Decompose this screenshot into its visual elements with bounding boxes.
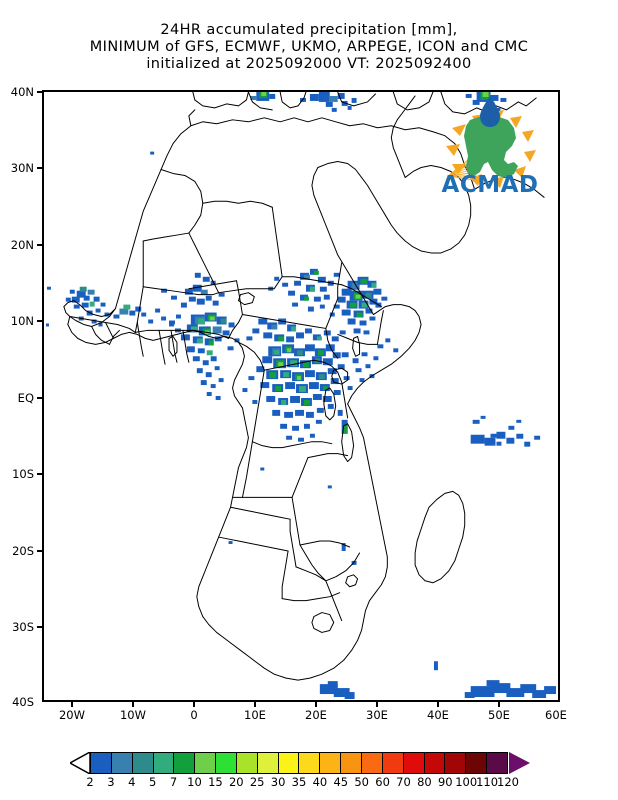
y-tick-label: 20S: [12, 544, 34, 558]
x-tick-label: 0: [190, 708, 198, 722]
colorbar-cell: [153, 753, 175, 773]
colorbar-tick-label: 4: [128, 775, 136, 789]
colorbar-tick-label: 50: [354, 775, 370, 789]
x-tick-label: 50E: [488, 708, 510, 722]
colorbar-tick-label: 100: [455, 775, 478, 789]
y-tick-label: 40N: [10, 85, 34, 99]
title-line-2: MINIMUM of GFS, ECMWF, UKMO, ARPEGE, ICO…: [89, 39, 529, 55]
y-tick-label: 10S: [12, 467, 34, 481]
colorbar-tick-label: 20: [228, 775, 244, 789]
colorbar-cell: [299, 753, 321, 773]
colorbar-tick-label: 35: [291, 775, 307, 789]
colorbar-cell: [341, 753, 362, 773]
precipitation-shading: [45, 92, 557, 700]
title-line-3: initialized at 2025092000 VT: 2025092400: [146, 56, 472, 72]
colorbar-under-arrow: [70, 752, 91, 774]
x-tick-label: 40E: [427, 708, 449, 722]
colorbar-cell: [278, 753, 300, 773]
colorbar-tick-label: 110: [476, 775, 499, 789]
y-tick-label: EQ: [17, 391, 34, 405]
x-tick-label: 10E: [244, 708, 266, 722]
colorbar-cell: [111, 753, 133, 773]
country-borders: [63, 92, 545, 681]
colorbar-cell: [382, 753, 404, 773]
colorbar-cell: [91, 753, 112, 773]
colorbar-over-arrow: [509, 752, 530, 774]
colorbar-cell: [257, 753, 279, 773]
colorbar-tick-label: 2: [86, 775, 94, 789]
x-tick-label: 20W: [58, 708, 86, 722]
colorbar: 2 3 4 5 7 10 15 20 25 30 35 40 45 50 60 70 80 90 100 110 120: [70, 752, 550, 794]
x-tick-label: 60E: [545, 708, 567, 722]
colorbar-cell: [445, 753, 467, 773]
colorbar-tick-label: 5: [149, 775, 157, 789]
y-tick-label: 30S: [12, 620, 34, 634]
figure-title: 24HR accumulated precipitation [mm], MIN…: [0, 22, 618, 73]
colorbar-tick-label: 70: [396, 775, 411, 789]
y-tick-label: 30N: [10, 161, 34, 175]
x-tick-label: 30E: [366, 708, 388, 722]
colorbar-cell: [195, 753, 217, 773]
y-tick-label: 10N: [10, 314, 34, 328]
colorbar-tick-label: 30: [270, 775, 286, 789]
colorbar-tick-label: 60: [375, 775, 390, 789]
y-tick-label: 40S: [12, 695, 34, 709]
title-line-1: 24HR accumulated precipitation [mm],: [160, 22, 458, 38]
colorbar-tick-label: 15: [208, 775, 223, 789]
colorbar-tick-label: 25: [249, 775, 265, 789]
colorbar-tick-label: 120: [497, 775, 519, 789]
colorbar-cell: [424, 753, 446, 773]
colorbar-cell: [132, 753, 154, 773]
colorbar-cell: [487, 753, 507, 773]
colorbar-cell: [403, 753, 425, 773]
map-plot-area: ACMAD: [42, 90, 560, 702]
colorbar-cell: [174, 753, 196, 773]
colorbar-tick-labels: 2 3 4 5 7 10 15 20 25 30 35 40 45 50 60 70 80 90 100 110 120: [70, 775, 550, 793]
x-tick-label: 10W: [119, 708, 147, 722]
x-tick-label: 20E: [305, 708, 327, 722]
colorbar-cell: [361, 753, 383, 773]
colorbar-tick-label: 45: [333, 775, 349, 789]
colorbar-strip: [90, 752, 508, 774]
colorbar-tick-label: 3: [107, 775, 115, 789]
colorbar-cell: [320, 753, 342, 773]
colorbar-cell: [466, 753, 488, 773]
colorbar-cell: [216, 753, 237, 773]
colorbar-tick-label: 10: [187, 775, 202, 789]
colorbar-cell: [236, 753, 258, 773]
y-tick-label: 20N: [10, 238, 34, 252]
colorbar-tick-label: 80: [417, 775, 432, 789]
colorbar-tick-label: 7: [169, 775, 178, 789]
africa-map: [45, 92, 557, 700]
colorbar-tick-label: 90: [437, 775, 453, 789]
colorbar-tick-label: 40: [312, 775, 328, 789]
